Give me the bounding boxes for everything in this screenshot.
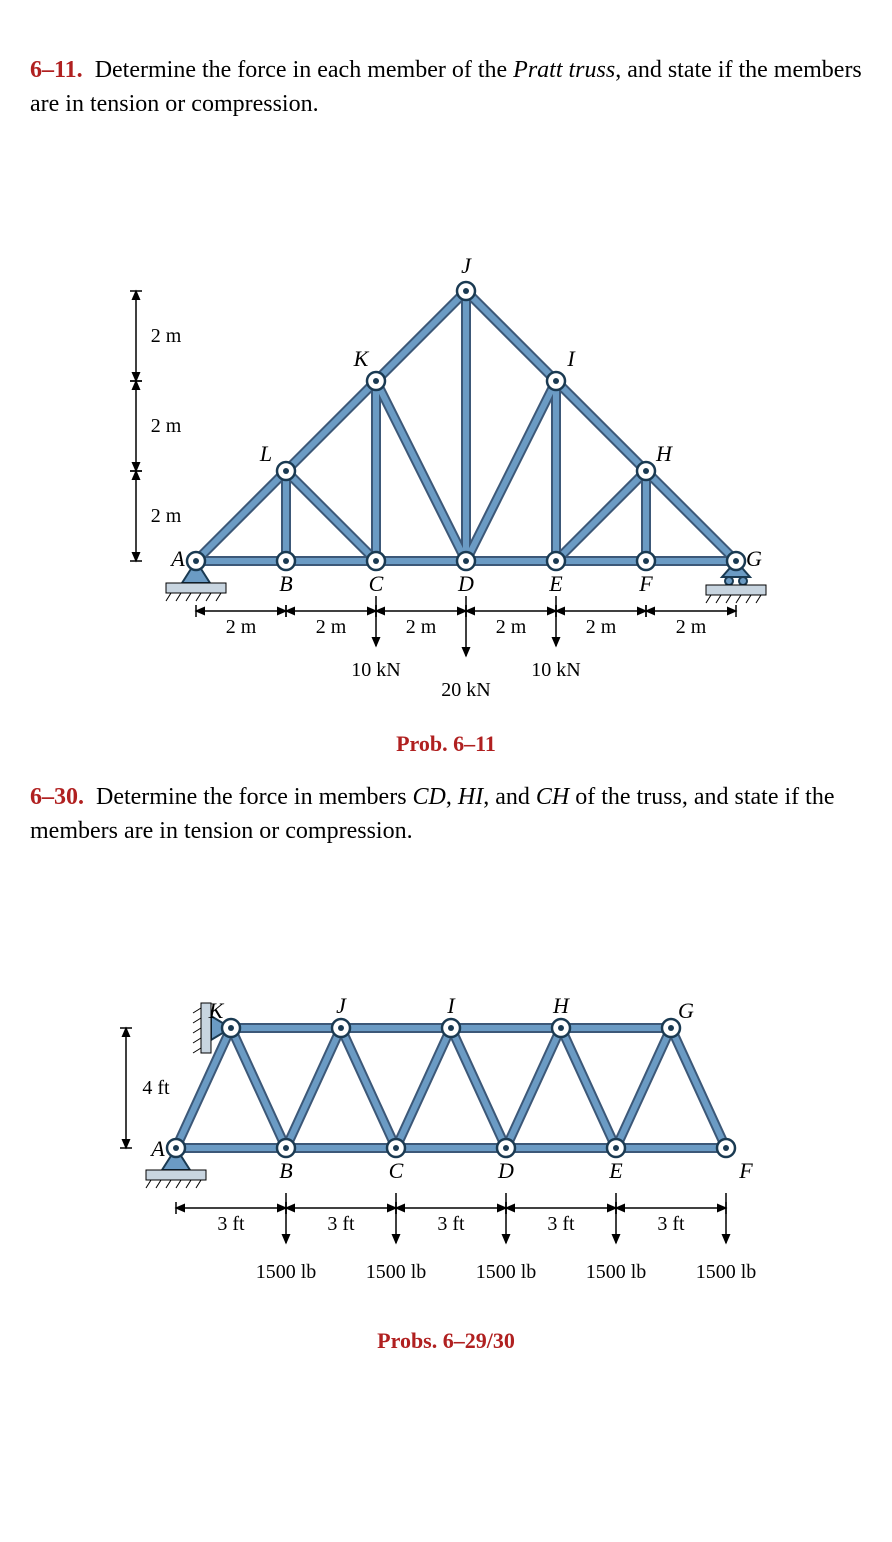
svg-text:B: B <box>279 571 292 596</box>
prob-611-statement: 6–11. Determine the force in each member… <box>30 54 862 121</box>
svg-text:10 kN: 10 kN <box>351 659 400 681</box>
svg-text:G: G <box>678 998 694 1023</box>
svg-text:2 m: 2 m <box>151 505 182 527</box>
prob-630-m2: HI <box>458 784 483 810</box>
prob-630-m3: CH <box>536 784 569 810</box>
svg-text:D: D <box>497 1158 514 1183</box>
svg-text:B: B <box>279 1158 292 1183</box>
svg-text:3 ft: 3 ft <box>217 1213 245 1235</box>
svg-text:C: C <box>369 571 384 596</box>
svg-text:D: D <box>457 571 474 596</box>
svg-text:F: F <box>738 1158 753 1183</box>
prob-611-caption: Prob. 6–11 <box>30 731 862 757</box>
svg-text:F: F <box>638 571 653 596</box>
svg-text:H: H <box>655 441 673 466</box>
svg-text:E: E <box>608 1158 623 1183</box>
svg-text:2 m: 2 m <box>406 616 437 638</box>
prob-630-c2: , and <box>483 784 536 810</box>
svg-text:3 ft: 3 ft <box>437 1213 465 1235</box>
svg-text:H: H <box>552 993 570 1018</box>
svg-text:J: J <box>336 993 347 1018</box>
svg-text:K: K <box>353 346 370 371</box>
svg-text:10 kN: 10 kN <box>531 659 580 681</box>
svg-text:3 ft: 3 ft <box>547 1213 575 1235</box>
truss-611-svg: ABCDEFGLKJIH2 m2 m2 m2 m2 m2 m2 m2 m2 m1… <box>76 181 816 711</box>
svg-text:1500 lb: 1500 lb <box>256 1261 317 1283</box>
svg-text:2 m: 2 m <box>151 325 182 347</box>
prob-611-text-before: Determine the force in each member of th… <box>95 57 513 83</box>
svg-text:I: I <box>566 346 576 371</box>
svg-text:2 m: 2 m <box>226 616 257 638</box>
truss-630-svg: A B C D E F K J I H G 4 ft 3 ft 3 ft 3 ft 3 ft 3 ft 1500 … <box>76 908 816 1308</box>
prob-611-text-italic: Pratt truss <box>513 57 615 83</box>
prob-630-figure: A B C D E F K J I H G 4 ft 3 ft 3 ft 3 ft 3 ft 3 ft 1500 … <box>30 908 862 1354</box>
svg-text:2 m: 2 m <box>151 415 182 437</box>
svg-text:1500 lb: 1500 lb <box>476 1261 537 1283</box>
svg-text:2 m: 2 m <box>496 616 527 638</box>
svg-text:2 m: 2 m <box>586 616 617 638</box>
prob-611-figure: ABCDEFGLKJIH2 m2 m2 m2 m2 m2 m2 m2 m2 m1… <box>30 181 862 757</box>
svg-text:20 kN: 20 kN <box>441 679 490 701</box>
svg-text:3 ft: 3 ft <box>657 1213 685 1235</box>
prob-630-text1: Determine the force in members <box>96 784 413 810</box>
svg-text:1500 lb: 1500 lb <box>696 1261 757 1283</box>
svg-text:4 ft: 4 ft <box>142 1077 170 1099</box>
svg-text:J: J <box>461 253 472 278</box>
svg-text:2 m: 2 m <box>676 616 707 638</box>
svg-text:A: A <box>169 546 185 571</box>
svg-text:L: L <box>259 441 272 466</box>
prob-630-caption: Probs. 6–29/30 <box>30 1328 862 1354</box>
svg-text:E: E <box>548 571 563 596</box>
prob-630-m1: CD <box>413 784 446 810</box>
svg-text:1500 lb: 1500 lb <box>586 1261 647 1283</box>
prob-630-statement: 6–30. Determine the force in members CD,… <box>30 781 862 848</box>
svg-text:2 m: 2 m <box>316 616 347 638</box>
prob-630-number: 6–30. <box>30 784 84 810</box>
svg-text:A: A <box>149 1136 165 1161</box>
svg-text:K: K <box>208 998 225 1023</box>
prob-630-c1: , <box>446 784 458 810</box>
svg-text:C: C <box>389 1158 404 1183</box>
svg-text:G: G <box>746 546 762 571</box>
svg-text:1500 lb: 1500 lb <box>366 1261 427 1283</box>
svg-text:3 ft: 3 ft <box>327 1213 355 1235</box>
svg-text:I: I <box>446 993 456 1018</box>
prob-611-number: 6–11. <box>30 57 83 83</box>
